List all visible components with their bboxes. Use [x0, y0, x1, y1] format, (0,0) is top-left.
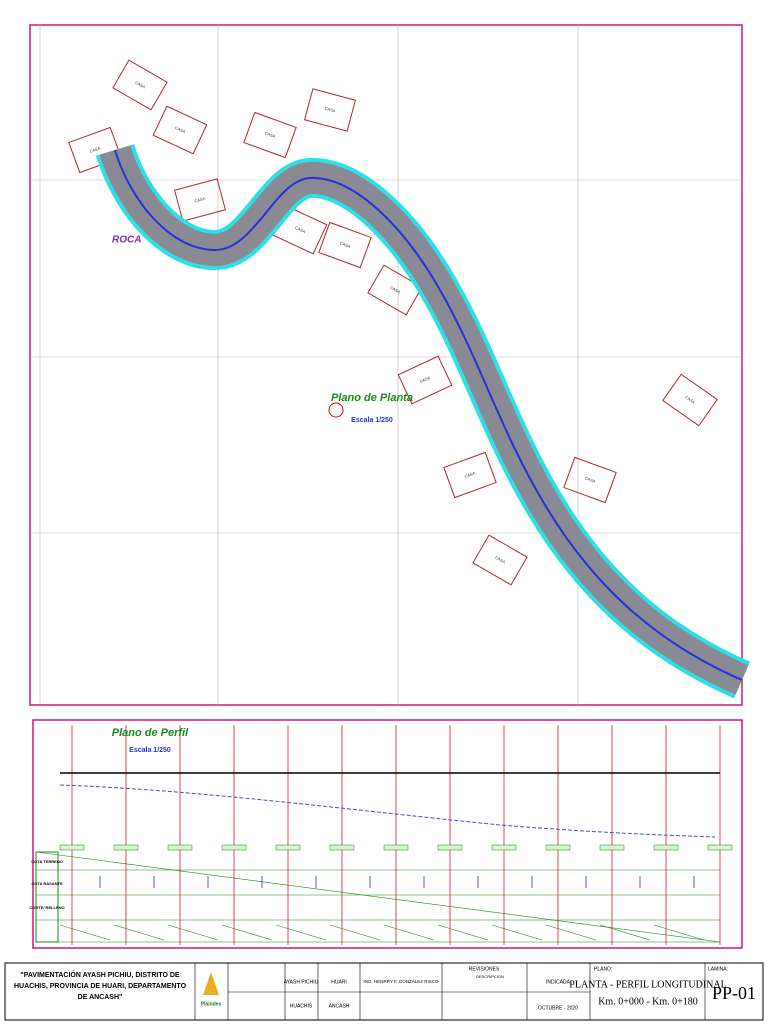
house-label: CASA: [684, 394, 696, 405]
house: CASA: [367, 264, 423, 316]
grade-line: [59, 784, 716, 838]
logo-icon: [203, 972, 219, 995]
station-box: [437, 844, 463, 851]
station-box: [329, 844, 355, 851]
cut-fill: [653, 924, 705, 941]
cut-fill: [113, 924, 165, 941]
cut-fill: [491, 924, 543, 941]
sheet-label: LAMINA:: [708, 966, 728, 972]
plan-frame: [29, 24, 743, 706]
house-outline: [367, 264, 423, 316]
cut-fill: [437, 924, 489, 941]
house-label: CASA: [389, 285, 401, 295]
house-label: CASA: [584, 475, 596, 484]
row-label: COTA TERRENO: [31, 859, 63, 864]
house-outline: [443, 451, 497, 499]
road-axis: [114, 149, 743, 681]
house-label: CASA: [464, 470, 476, 479]
station-box: [167, 844, 193, 851]
row-header: [35, 851, 59, 943]
plan-name: PLANTA - PERFIL LONGITUDINAL: [569, 979, 726, 990]
house: CASA: [443, 451, 497, 499]
house-label: CASA: [194, 196, 206, 204]
cut-fill: [59, 924, 111, 941]
cut-fill: [221, 924, 273, 941]
house-label: CASA: [89, 145, 101, 154]
plan-range: Km. 0+000 - Km. 0+180: [598, 996, 698, 1007]
house: CASA: [173, 178, 227, 222]
station-box: [545, 844, 571, 851]
logo: Plaindes: [201, 1001, 222, 1007]
cut-fill: [167, 924, 219, 941]
cut-fill: [545, 924, 597, 941]
department: ANCASH: [329, 1003, 350, 1009]
station-box: [383, 844, 409, 851]
rock-label: ROCA: [112, 235, 141, 246]
house-label: CASA: [134, 80, 146, 90]
house: CASA: [303, 88, 357, 132]
house: CASA: [112, 59, 168, 111]
house-label: CASA: [294, 225, 306, 234]
house-outline: [112, 59, 168, 111]
house-outline: [563, 456, 617, 504]
house: CASA: [472, 534, 528, 586]
engineer: ING. HENRRY F. GONZÁLEZ RISCO: [363, 978, 439, 984]
house-label: CASA: [264, 130, 276, 139]
house-outline: [397, 355, 453, 405]
house: CASA: [563, 456, 617, 504]
cut-fill: [599, 924, 651, 941]
house-outline: [472, 534, 528, 586]
row-label: COTA RASANTE: [31, 881, 63, 886]
district: HUACHIS: [290, 1003, 313, 1009]
house-label: CASA: [339, 240, 351, 249]
profile-title: Plano de Perfil: [112, 727, 189, 739]
house: CASA: [318, 221, 372, 269]
house-label: CASA: [324, 106, 336, 114]
station-box: [59, 844, 85, 851]
sheet-number: PP-01: [712, 983, 756, 1003]
date: OCTUBRE - 2020: [538, 1005, 578, 1011]
profile-scale: Escala 1/250: [129, 747, 171, 754]
station-box: [707, 844, 733, 851]
profile-frame: [32, 719, 743, 949]
house: CASA: [243, 111, 297, 159]
plan-title: Plano de Planta: [331, 392, 413, 404]
station-box: [653, 844, 679, 851]
plan-scale: Escala 1/250: [351, 417, 393, 424]
project-name: "PAVIMENTACIÓN AYASH PICHIU, DISTRITO DE…: [13, 972, 187, 1001]
house-label: CASA: [494, 555, 506, 565]
description: DESCRIPCION: [476, 974, 504, 979]
station-box: [221, 844, 247, 851]
house-label: CASA: [174, 125, 186, 134]
row-label: CORTE/ RELLENO: [29, 905, 64, 910]
house-outline: [173, 178, 227, 222]
house-outline: [318, 221, 372, 269]
north-icon: [328, 402, 344, 418]
revisions: REVISIONES: [469, 966, 500, 972]
house: CASA: [152, 105, 208, 155]
house-outline: [303, 88, 357, 132]
scale: INDICADA: [546, 979, 571, 985]
house: CASA: [662, 373, 718, 427]
house-outline: [243, 111, 297, 159]
title-block-cells: [194, 963, 706, 1020]
house-outline: [662, 373, 718, 427]
title-block: [4, 962, 764, 1021]
cut-fill: [329, 924, 381, 941]
cut-fill: [275, 924, 327, 941]
house: CASA: [397, 355, 453, 405]
cut-fill: [383, 924, 435, 941]
province: HUARI: [331, 979, 347, 985]
house-label: CASA: [419, 375, 431, 384]
station-box: [599, 844, 625, 851]
station-box: [275, 844, 301, 851]
station-box: [491, 844, 517, 851]
station-box: [113, 844, 139, 851]
project-box: "PAVIMENTACIÓN AYASH PICHIU, DISTRITO DE…: [13, 972, 187, 1001]
house-outline: [152, 105, 208, 155]
plan-label: PLANO:: [594, 966, 612, 972]
place: AYASH PICHIU: [284, 979, 319, 985]
